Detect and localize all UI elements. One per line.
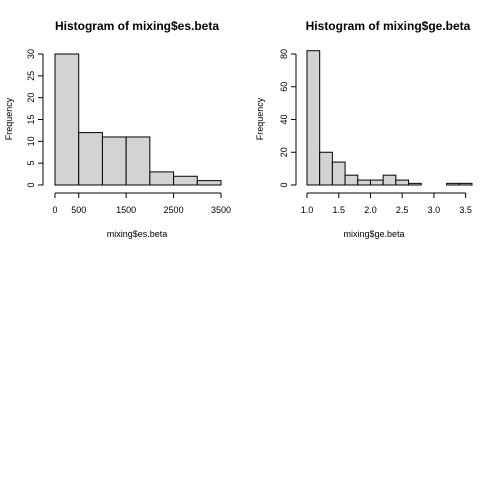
y-tick-label: 20 [279, 147, 289, 157]
x-tick-label: 2500 [164, 205, 184, 215]
x-tick-label: 3.5 [459, 205, 472, 215]
histogram-bar [395, 179, 410, 186]
x-tick-label: 3500 [211, 205, 231, 215]
x-tick-label: 3.0 [428, 205, 441, 215]
histogram-bar [357, 179, 371, 186]
histogram-bar [54, 53, 80, 186]
histogram-bar [196, 180, 222, 186]
y-axis-label: Frequency [255, 97, 265, 140]
histogram-bar [408, 182, 422, 186]
y-tick-label: 5 [26, 161, 36, 166]
y-tick-label: 10 [26, 136, 36, 146]
y-tick-label: 25 [26, 71, 36, 81]
x-tick-label: 500 [71, 205, 86, 215]
y-tick-label: 30 [26, 49, 36, 59]
x-tick-label: 1.0 [301, 205, 314, 215]
y-tick-label: 0 [26, 182, 36, 187]
x-tick-label: 2.0 [364, 205, 377, 215]
chart-title: Histogram of mixing$ge.beta [306, 19, 471, 33]
histogram-ge-beta: Histogram of mixing$ge.beta Frequency mi… [255, 19, 473, 239]
histogram-bar [382, 174, 397, 186]
y-tick-label: 40 [279, 114, 289, 124]
y-tick-label: 0 [279, 182, 289, 187]
histogram-bar [173, 175, 198, 186]
y-tick-label: 15 [26, 114, 36, 124]
x-tick-label: 1500 [116, 205, 136, 215]
x-axis-label: mixing$ge.beta [343, 229, 404, 239]
chart-title: Histogram of mixing$es.beta [55, 19, 219, 33]
histogram-bar [78, 132, 103, 186]
histogram-bar [149, 171, 175, 186]
histogram-es-beta: Histogram of mixing$es.beta Frequency mi… [4, 19, 231, 239]
x-tick-label: 1.5 [332, 205, 345, 215]
histogram-bar [369, 179, 384, 186]
x-tick-label: 2.5 [396, 205, 409, 215]
y-tick-label: 80 [279, 49, 289, 59]
histogram-bar [319, 151, 333, 186]
histogram-bar [125, 136, 151, 186]
histogram-bar [306, 50, 321, 186]
y-tick-label: 60 [279, 82, 289, 92]
y-tick-label: 20 [26, 93, 36, 103]
x-axis-label: mixing$es.beta [107, 229, 168, 239]
histogram-bar [446, 182, 460, 186]
x-tick-label: 0 [52, 205, 57, 215]
histogram-bar [344, 174, 359, 186]
histogram-bar [331, 161, 346, 186]
histogram-bar [458, 182, 473, 186]
histogram-bar [101, 136, 127, 186]
y-axis-label: Frequency [4, 97, 14, 140]
